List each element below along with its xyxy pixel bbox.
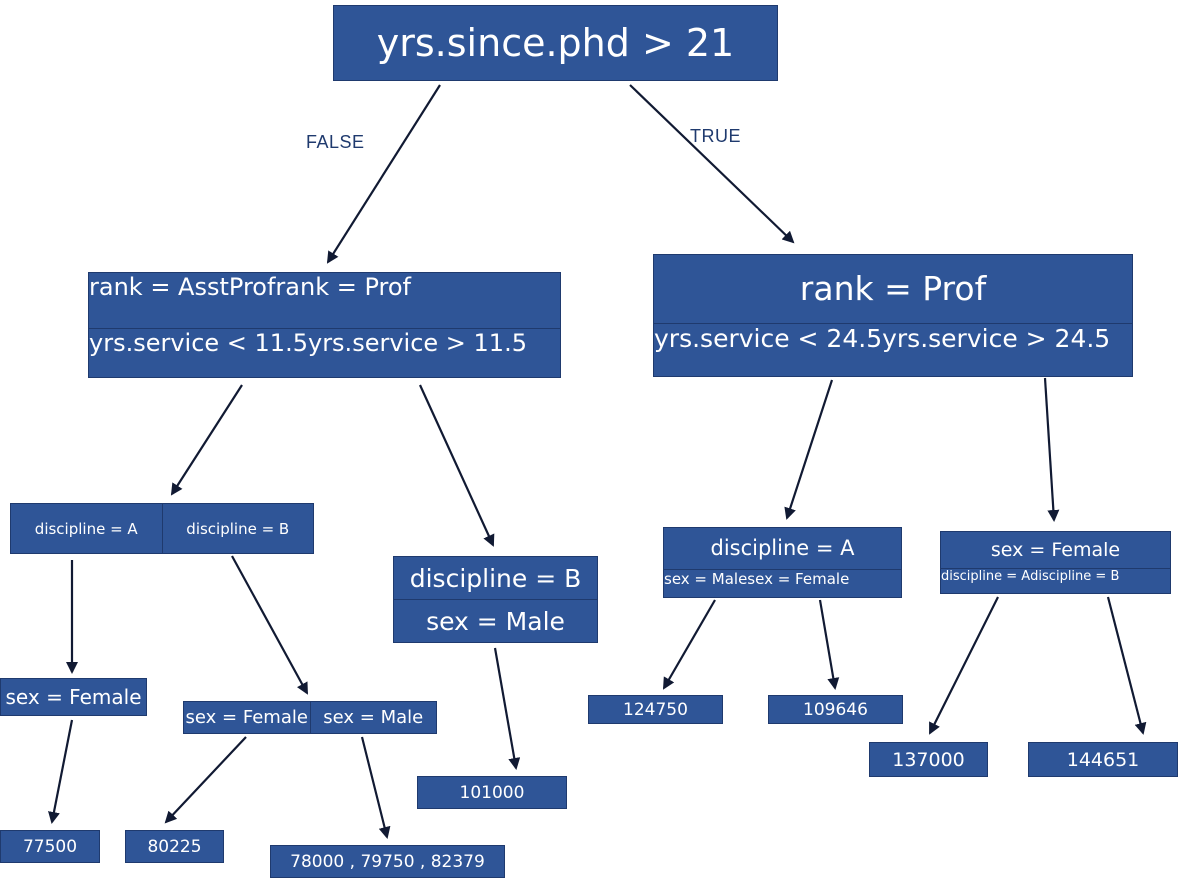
leaf-77500: 77500: [0, 830, 100, 863]
edge-lr-l4: [493, 647, 521, 770]
node-right-bottom-right: yrs.service > 24.5: [882, 323, 1111, 353]
node-left-top-right: rank = Prof: [275, 273, 411, 301]
node-ll-left: discipline = A: [11, 504, 163, 553]
node-left: rank = AsstProf rank = Prof yrs.service …: [88, 272, 561, 378]
node-left-bottom-left: yrs.service < 11.5: [89, 329, 308, 358]
node-ll-right: discipline = B: [186, 519, 290, 538]
node-rr-top: sex = Female: [941, 532, 1170, 569]
node-right-top: rank = Prof: [654, 255, 1132, 324]
node-lr-bottom: sex = Male: [426, 606, 565, 636]
leaf-109646: 109646: [768, 695, 903, 724]
leaf-137000: 137000: [869, 742, 988, 777]
node-rr: sex = Female discipline = A discipline =…: [940, 531, 1171, 594]
leaf-80225: 80225: [125, 830, 224, 863]
edge-label-true: TRUE: [690, 126, 741, 146]
leaf-78000-79750-82379: 78000 , 79750 , 82379: [270, 845, 505, 878]
node-lr-top: discipline = B: [394, 557, 597, 600]
edge-root-true: [629, 84, 795, 244]
node-llr-right: sex = Male: [323, 707, 424, 728]
node-rl-top: discipline = A: [664, 528, 901, 570]
edge-ll-llr: [231, 555, 308, 695]
node-lr: discipline = B sex = Male: [393, 556, 598, 643]
node-left-top-left: rank = AsstProf: [89, 273, 276, 301]
edge-right-rr: [1043, 377, 1060, 522]
node-rr-bottom-left: discipline = A: [941, 569, 1031, 584]
node-llr: sex = Female sex = Male: [183, 701, 437, 734]
edge-rl-l6: [818, 599, 840, 690]
node-ll: discipline = A discipline = B: [10, 503, 314, 554]
edge-rr-l8: [1106, 596, 1147, 735]
node-lll: sex = Female: [0, 678, 147, 716]
edge-root-false: [326, 84, 441, 264]
node-left-bottom-right: yrs.service > 11.5: [307, 329, 527, 358]
node-right-bottom-left: yrs.service < 24.5: [654, 323, 883, 353]
root-node: yrs.since.phd > 21: [333, 5, 778, 81]
node-right: rank = Prof yrs.service < 24.5 yrs.servi…: [653, 254, 1133, 377]
edge-rr-l7: [929, 596, 999, 735]
node-rr-bottom-right: discipline = B: [1030, 569, 1120, 584]
edge-label-false: FALSE: [306, 132, 365, 152]
edge-llr-l3: [360, 736, 391, 839]
node-rl: discipline = A sex = Male sex = Female: [663, 527, 902, 598]
edge-left-lr: [418, 384, 495, 547]
node-rl-bottom-right: sex = Female: [747, 569, 850, 588]
edge-left-ll: [170, 384, 243, 496]
edge-right-rl: [784, 379, 834, 520]
edge-rl-l5: [662, 599, 716, 690]
node-rl-bottom-left: sex = Male: [664, 569, 748, 588]
leaf-101000: 101000: [417, 776, 567, 809]
leaf-144651: 144651: [1028, 742, 1178, 777]
edge-llr-l2: [164, 736, 247, 824]
node-llr-left: sex = Female: [184, 702, 311, 733]
leaf-124750: 124750: [588, 695, 723, 724]
edge-lll-l1: [48, 719, 74, 824]
